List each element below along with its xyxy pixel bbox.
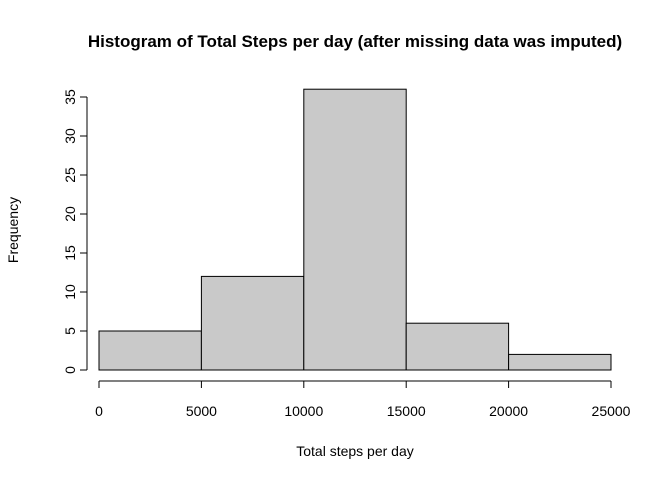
y-tick-label-2: 10	[62, 284, 78, 300]
x-tick-label-3: 15000	[387, 403, 426, 419]
histogram-bar-3	[405, 322, 510, 371]
histogram-bar-1	[200, 275, 305, 371]
y-tick-label-7: 35	[62, 89, 78, 105]
y-axis-label: Frequency	[5, 197, 21, 263]
chart-title: Histogram of Total Steps per day (after …	[88, 32, 622, 51]
histogram-bar-2	[303, 88, 407, 371]
x-axis: 0 5000 10000 15000 20000 25000	[95, 380, 631, 419]
y-tick-label-5: 25	[62, 167, 78, 183]
y-tick-label-1: 5	[62, 327, 78, 335]
histogram-bar-4	[508, 353, 612, 371]
x-tick-label-0: 0	[95, 403, 103, 419]
y-tick-label-0: 0	[62, 366, 78, 374]
x-tick-label-1: 5000	[186, 403, 217, 419]
y-tick-label-4: 20	[62, 206, 78, 222]
y-tick-label-6: 30	[62, 128, 78, 144]
y-axis: 0 5 10 15 20 25 30 35	[62, 89, 88, 374]
histogram-bar-0	[98, 330, 202, 371]
y-tick-label-3: 15	[62, 245, 78, 261]
x-tick-label-2: 10000	[284, 403, 323, 419]
x-tick-label-5: 25000	[592, 403, 631, 419]
bars-group	[98, 88, 612, 371]
x-axis-label: Total steps per day	[296, 443, 414, 459]
x-tick-label-4: 20000	[489, 403, 528, 419]
